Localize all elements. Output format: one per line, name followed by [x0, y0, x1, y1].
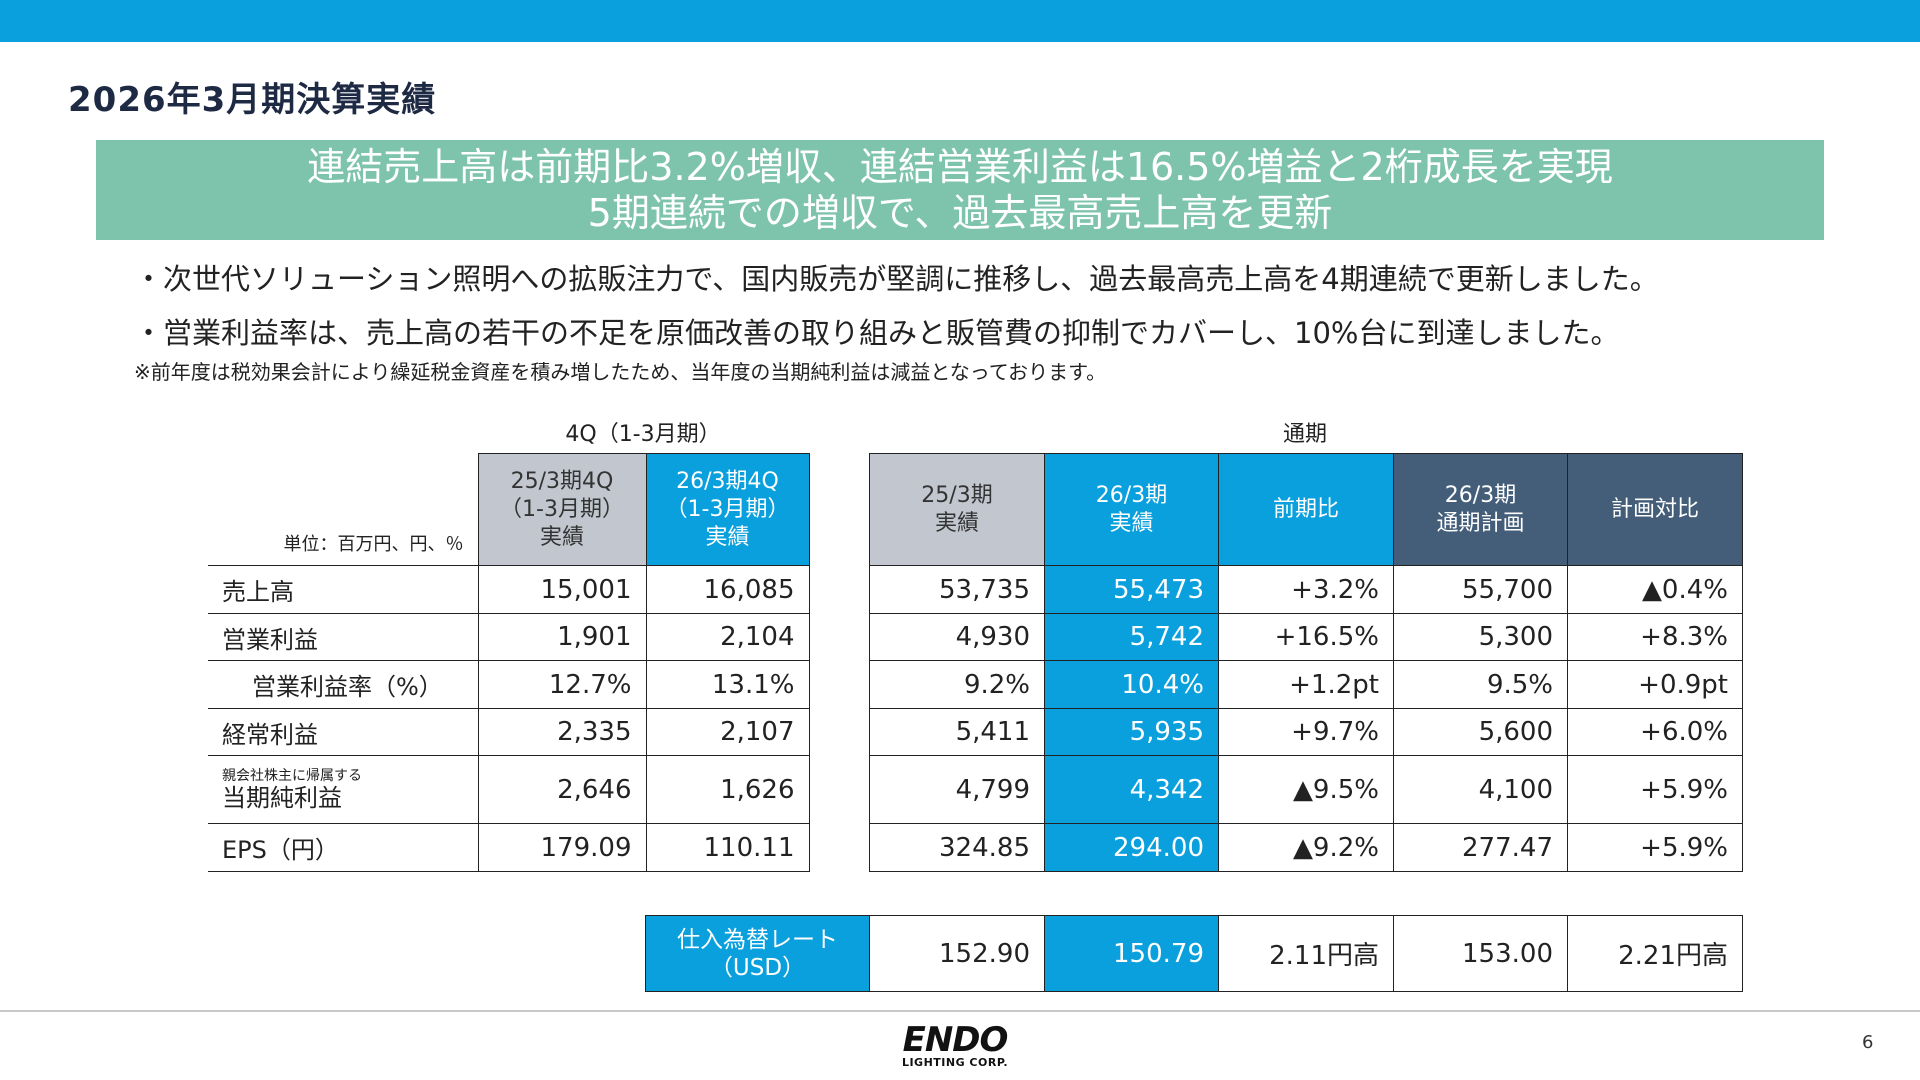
bullet-list: ・次世代ソリューション照明への拡販注力で、国内販売が堅調に推移し、過去最高売上高… — [134, 252, 1874, 360]
annual-header-plan: 26/3期 通期計画 — [1393, 453, 1568, 566]
bullet-item: ・次世代ソリューション照明への拡販注力で、国内販売が堅調に推移し、過去最高売上高… — [134, 262, 1659, 296]
table-row: 53,735 55,473 +3.2% 55,700 ▲0.4% — [869, 565, 1743, 614]
quarter-header-curr: 26/3期4Q （1-3月期） 実績 — [645, 453, 810, 566]
row-label: 経常利益 — [208, 708, 479, 756]
cell: 55,700 — [1393, 565, 1568, 614]
cell: +0.9pt — [1567, 660, 1743, 709]
cell: 5,411 — [869, 708, 1045, 756]
logo-wordmark: ENDO — [902, 1020, 1009, 1060]
cell: 4,100 — [1393, 755, 1568, 824]
headline-line-1: 連結売上高は前期比3.2%増収、連結営業利益は16.5%増益と2桁成長を実現 — [307, 145, 1613, 189]
unit-label: 単位：百万円、円、％ — [208, 453, 478, 566]
annual-header-curr: 26/3期 実績 — [1044, 453, 1219, 566]
row-label-main: 当期純利益 — [222, 783, 342, 812]
cell: ▲0.4% — [1567, 565, 1743, 614]
cell: 153.00 — [1393, 915, 1568, 992]
fx-rate-table: 仕入為替レート （USD） 152.90 150.79 2.11円高 153.0… — [645, 915, 1743, 992]
cell: 2,335 — [477, 708, 647, 756]
cell: 277.47 — [1393, 823, 1568, 872]
cell: +5.9% — [1567, 823, 1743, 872]
quarter-header-prev: 25/3期4Q （1-3月期） 実績 — [477, 453, 647, 566]
table-row: 経常利益 2,335 2,107 — [208, 708, 810, 756]
cell: 150.79 — [1044, 915, 1219, 992]
cell: 55,473 — [1044, 565, 1219, 614]
cell: 12.7% — [477, 660, 647, 709]
cell: 152.90 — [869, 915, 1045, 992]
cell: 4,930 — [869, 613, 1045, 661]
annual-header-prev: 25/3期 実績 — [869, 453, 1045, 566]
cell: 9.5% — [1393, 660, 1568, 709]
slide-title: 2026年3月期決算実績 — [68, 80, 437, 120]
cell: 4,799 — [869, 755, 1045, 824]
cell: 2,107 — [645, 708, 810, 756]
cell: +6.0% — [1567, 708, 1743, 756]
cell: 13.1% — [645, 660, 810, 709]
cell: 294.00 — [1044, 823, 1219, 872]
cell: 9.2% — [869, 660, 1045, 709]
quarter-results-table: 単位：百万円、円、％ 25/3期4Q （1-3月期） 実績 26/3期4Q （1… — [208, 453, 810, 872]
cell: +5.9% — [1567, 755, 1743, 824]
cell: 15,001 — [477, 565, 647, 614]
row-label-sub: 親会社株主に帰属する — [222, 767, 362, 784]
cell: 2,104 — [645, 613, 810, 661]
table-row: 4,930 5,742 +16.5% 5,300 +8.3% — [869, 613, 1743, 661]
cell: +8.3% — [1567, 613, 1743, 661]
row-label: 営業利益率（%） — [208, 660, 479, 709]
cell: 324.85 — [869, 823, 1045, 872]
cell: ▲9.2% — [1218, 823, 1394, 872]
cell: +16.5% — [1218, 613, 1394, 661]
annual-header-vs-plan: 計画対比 — [1567, 453, 1743, 566]
row-label: 売上高 — [208, 565, 479, 614]
table-row: 親会社株主に帰属する 当期純利益 2,646 1,626 — [208, 755, 810, 824]
bullet-item: ・営業利益率は、売上高の若干の不足を原価改善の取り組みと販管費の抑制でカバーし、… — [134, 316, 1620, 350]
annual-group-label: 通期 — [1282, 422, 1327, 447]
table-row: 売上高 15,001 16,085 — [208, 565, 810, 614]
annual-results-table: 25/3期 実績 26/3期 実績 前期比 26/3期 通期計画 計画対比 53… — [869, 453, 1743, 872]
annual-header-yoy: 前期比 — [1218, 453, 1394, 566]
cell: 5,300 — [1393, 613, 1568, 661]
cell: 179.09 — [477, 823, 647, 872]
page-number: 6 — [1862, 1032, 1874, 1053]
fx-rate-label: 仕入為替レート （USD） — [645, 915, 870, 992]
top-accent-bar — [0, 0, 1920, 42]
cell: 1,901 — [477, 613, 647, 661]
table-row: 9.2% 10.4% +1.2pt 9.5% +0.9pt — [869, 660, 1743, 709]
cell: +9.7% — [1218, 708, 1394, 756]
cell: 5,600 — [1393, 708, 1568, 756]
table-row: 仕入為替レート （USD） 152.90 150.79 2.11円高 153.0… — [645, 915, 1743, 992]
cell: +1.2pt — [1218, 660, 1394, 709]
cell: 10.4% — [1044, 660, 1219, 709]
cell: ▲9.5% — [1218, 755, 1394, 824]
table-row: 営業利益率（%） 12.7% 13.1% — [208, 660, 810, 709]
table-row: EPS（円） 179.09 110.11 — [208, 823, 810, 872]
cell: 5,742 — [1044, 613, 1219, 661]
cell: 110.11 — [645, 823, 810, 872]
cell: 4,342 — [1044, 755, 1219, 824]
cell: 16,085 — [645, 565, 810, 614]
row-label: EPS（円） — [208, 823, 479, 872]
footer-divider — [0, 1010, 1920, 1012]
cell: +3.2% — [1218, 565, 1394, 614]
cell: 2.11円高 — [1218, 915, 1394, 992]
table-row: 営業利益 1,901 2,104 — [208, 613, 810, 661]
cell: 1,626 — [645, 755, 810, 824]
table-row: 5,411 5,935 +9.7% 5,600 +6.0% — [869, 708, 1743, 756]
company-logo: ENDO LIGHTING CORP. — [885, 1020, 1025, 1069]
cell: 2.21円高 — [1567, 915, 1743, 992]
footnote: ※前年度は税効果会計により繰延税金資産を積み増したため、当年度の当期純利益は減益… — [134, 360, 1107, 384]
cell: 2,646 — [477, 755, 647, 824]
quarter-group-label: 4Q（1-3月期） — [565, 422, 721, 447]
headline-banner: 連結売上高は前期比3.2%増収、連結営業利益は16.5%増益と2桁成長を実現 5… — [96, 140, 1824, 240]
table-row: 324.85 294.00 ▲9.2% 277.47 +5.9% — [869, 823, 1743, 872]
logo-subtext: LIGHTING CORP. — [901, 1056, 1009, 1069]
headline-line-2: 5期連続での増収で、過去最高売上高を更新 — [587, 191, 1333, 235]
cell: 53,735 — [869, 565, 1045, 614]
row-label: 親会社株主に帰属する 当期純利益 — [208, 755, 479, 824]
cell: 5,935 — [1044, 708, 1219, 756]
table-row: 4,799 4,342 ▲9.5% 4,100 +5.9% — [869, 755, 1743, 824]
row-label: 営業利益 — [208, 613, 479, 661]
